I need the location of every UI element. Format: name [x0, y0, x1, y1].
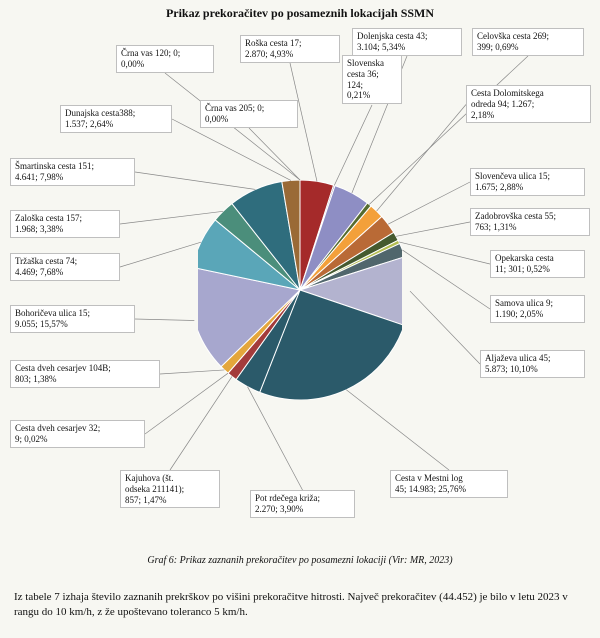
leader-line [135, 319, 194, 321]
leader-line [410, 291, 480, 364]
slice-label: Cesta v Mestni log 45; 14.983; 25,76% [390, 470, 508, 498]
slice-label: Šmartinska cesta 151; 4.641; 7,98% [10, 158, 135, 186]
slice-label: Cesta dveh cesarjev 104B; 803; 1,38% [10, 360, 160, 388]
leader-line [248, 387, 303, 490]
slice-label: Bohoričeva ulica 15; 9.055; 15,57% [10, 305, 135, 333]
slice-label: Aljaževa ulica 45; 5.873; 10,10% [480, 350, 585, 378]
page-root: { "title": "Prikaz prekoračitev po posam… [0, 0, 600, 638]
slice-label: Slovenčeva ulica 15; 1.675; 2,88% [470, 168, 585, 196]
slice-label: Tržaška cesta 74; 4.469; 7,68% [10, 253, 120, 281]
slice-label: Samova ulica 9; 1.190; 2,05% [490, 295, 585, 323]
slice-label: Dunajska cesta388; 1.537; 2,64% [60, 105, 172, 133]
leader-line [399, 242, 490, 264]
slice-label: Kajuhova (št. odseka 211141); 857; 1,47% [120, 470, 220, 508]
leader-line [334, 105, 372, 185]
slice-label: Zaloška cesta 157; 1.968; 3,38% [10, 210, 120, 238]
pie-chart [198, 180, 402, 400]
slice-label: Zadobrovška cesta 55; 763; 1,31% [470, 208, 590, 236]
slice-label: Črna vas 120; 0; 0,00% [116, 45, 214, 73]
leader-line [346, 390, 449, 470]
chart-caption: Graf 6: Prikaz zaznanih prekoračitev po … [0, 555, 600, 566]
slice-label: Cesta Dolomitskega odreda 94; 1.267; 2,1… [466, 85, 591, 123]
body-paragraph: Iz tabele 7 izhaja število zaznanih prek… [14, 590, 586, 621]
chart-title: Prikaz prekoračitev po posameznih lokaci… [0, 6, 600, 21]
slice-label: Opekarska cesta 11; 301; 0,52% [490, 250, 585, 278]
slice-label: Cesta dveh cesarjev 32; 9; 0,02% [10, 420, 145, 448]
slice-label: Slovenska cesta 36; 124; 0,21% [342, 55, 402, 104]
leader-line [172, 119, 291, 180]
slice-label: Dolenjska cesta 43; 3.104; 5,34% [352, 28, 462, 56]
leader-line [120, 242, 201, 267]
leader-line [249, 128, 300, 180]
leader-line [396, 222, 470, 236]
slice-label: Roška cesta 17; 2.870; 4,93% [240, 35, 340, 63]
slice-label: Celovška cesta 269; 399; 0,69% [472, 28, 584, 56]
slice-label: Črna vas 205; 0; 0,00% [200, 100, 298, 128]
leader-line [402, 250, 490, 309]
slice-label: Pot rdečega križa; 2.270; 3,90% [250, 490, 355, 518]
